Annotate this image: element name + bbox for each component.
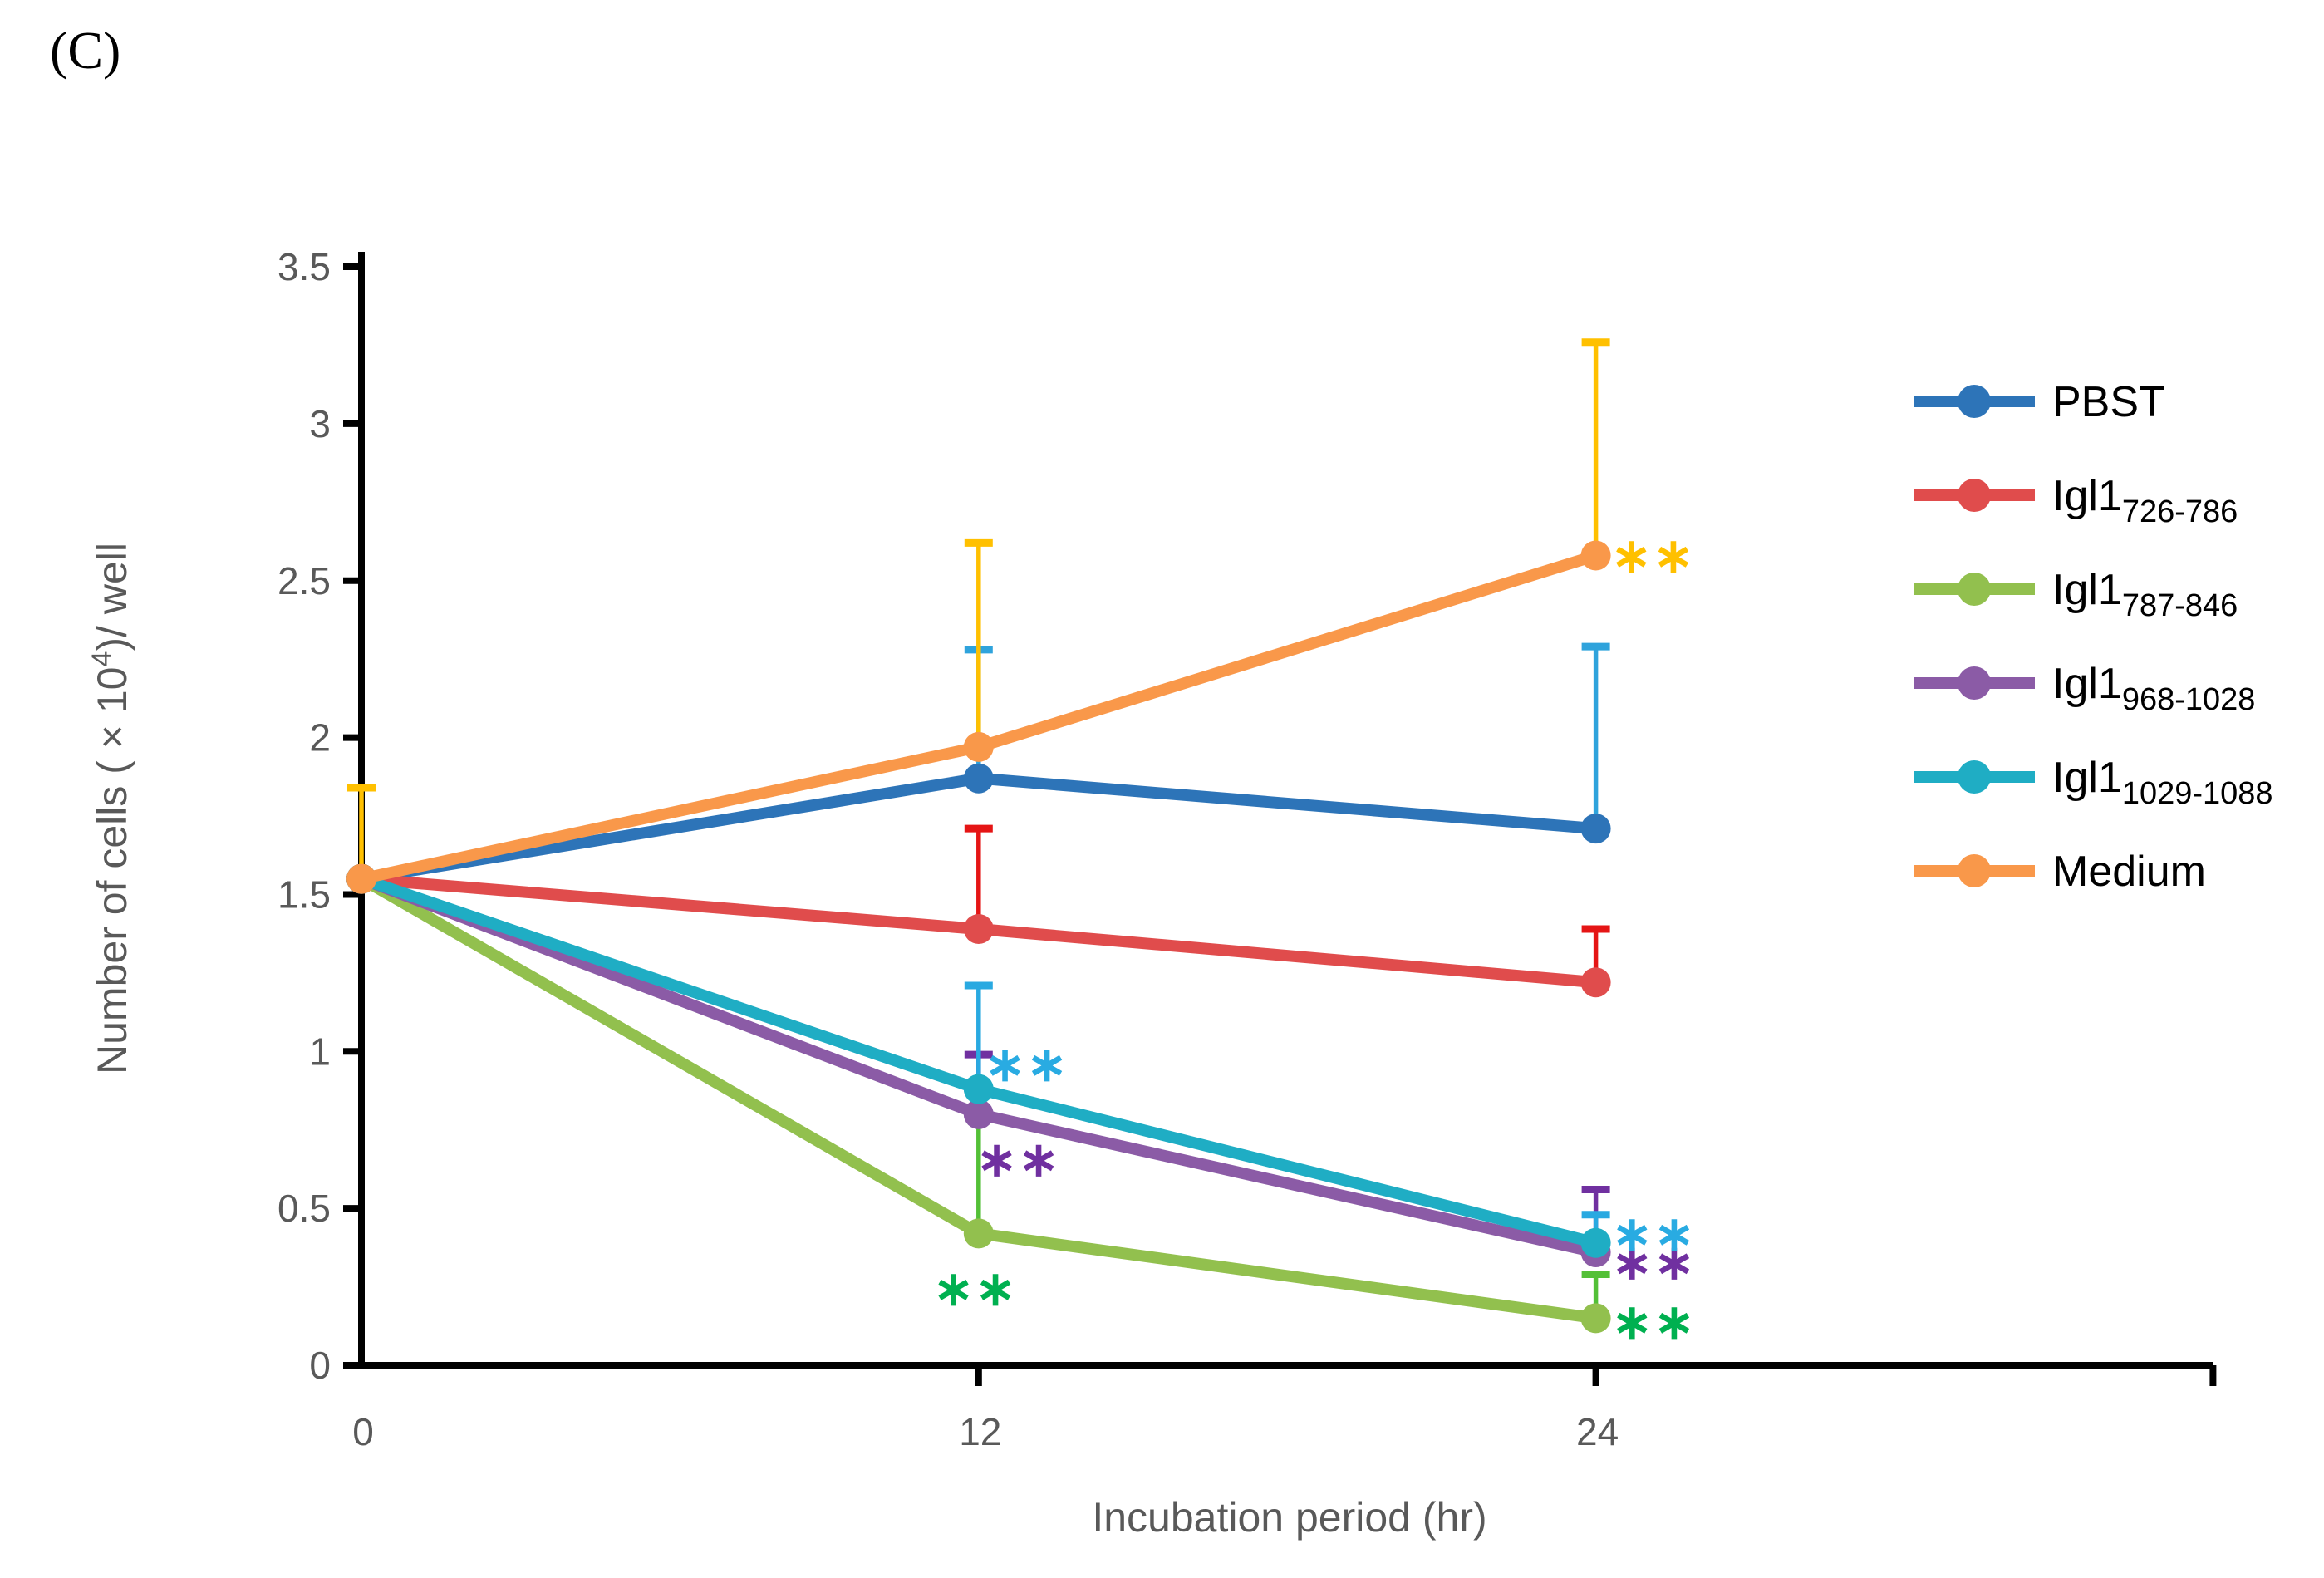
y-tick-label: 3.5 [278, 245, 331, 288]
series-medium: ∗∗ [346, 338, 1695, 894]
data-point-marker [1580, 540, 1611, 571]
data-point-marker [346, 863, 376, 894]
legend-label: Igl1787-846 [2052, 566, 2238, 623]
legend-marker [1958, 479, 1991, 512]
legend-label: PBST [2052, 378, 2165, 426]
legend-label: Igl1968-1028 [2052, 660, 2255, 717]
data-point-marker [1580, 1303, 1611, 1334]
data-point-marker [963, 1074, 994, 1104]
y-axis-title: Number of cells ( × 104)/ well [86, 543, 135, 1074]
data-point-marker [963, 1099, 994, 1129]
legend-item-igl1-726-786: Igl1726-786 [1914, 472, 2238, 529]
y-tick-label: 0.5 [278, 1187, 331, 1230]
legend-item-igl1-787-846: Igl1787-846 [1914, 566, 2238, 623]
significance-asterisks: ∗∗ [933, 1261, 1017, 1315]
significance-asterisks: ∗∗ [976, 1133, 1060, 1187]
data-point-marker [963, 913, 994, 944]
panel-label: (C) [50, 21, 120, 80]
data-point-marker [1580, 1227, 1611, 1258]
axes: 0 0.5 1 1.5 2 2.5 3 3.5 0 12 24 [278, 245, 2217, 1453]
data-point-marker [1580, 814, 1611, 844]
legend-item-pbst: PBST [1914, 378, 2165, 426]
data-point-marker [963, 763, 994, 794]
x-tick-label: 0 [352, 1410, 374, 1453]
significance-asterisks: ∗∗ [1612, 1207, 1696, 1261]
legend-item-igl1-1029-1088: Igl11029-1088 [1914, 754, 2273, 811]
legend-marker [1958, 573, 1991, 606]
legend-item-igl1-968-1028: Igl1968-1028 [1914, 660, 2255, 717]
y-tick-label: 0 [309, 1344, 331, 1387]
series-igl1-1029-1088: ∗∗ ∗∗ [346, 863, 1696, 1261]
significance-asterisks: ∗∗ [985, 1038, 1069, 1092]
y-tick-label: 2 [309, 716, 331, 760]
legend-label: Igl1726-786 [2052, 472, 2238, 529]
y-tick-label: 1.5 [278, 873, 331, 916]
data-point-marker [963, 1218, 994, 1249]
legend: PBST Igl1726-786 Igl1787-846 Igl1968-1028 Ig… [1914, 378, 2273, 896]
legend-item-medium: Medium [1914, 848, 2206, 896]
legend-marker [1958, 666, 1991, 700]
legend-marker [1958, 760, 1991, 794]
x-tick-label: 12 [959, 1410, 1001, 1453]
y-tick-label: 1 [309, 1030, 331, 1073]
data-point-marker [1580, 967, 1611, 998]
y-tick-label: 3 [309, 402, 331, 445]
data-point-marker [963, 731, 994, 762]
x-axis-title: Incubation period (hr) [1092, 1494, 1486, 1541]
significance-asterisks: ∗∗ [1612, 1295, 1696, 1349]
legend-marker [1958, 385, 1991, 418]
legend-marker [1958, 854, 1991, 887]
significance-asterisks: ∗∗ [1611, 529, 1695, 583]
legend-label: Igl11029-1088 [2052, 754, 2273, 811]
legend-label: Medium [2052, 848, 2206, 896]
y-tick-label: 2.5 [278, 559, 331, 602]
significance-asterisks: ∗∗ [1612, 1236, 1696, 1290]
chart-plot-area: 0 0.5 1 1.5 2 2.5 3 3.5 0 12 24 Number of cells ( ×… [86, 245, 2273, 1453]
x-tick-label: 24 [1576, 1410, 1619, 1453]
